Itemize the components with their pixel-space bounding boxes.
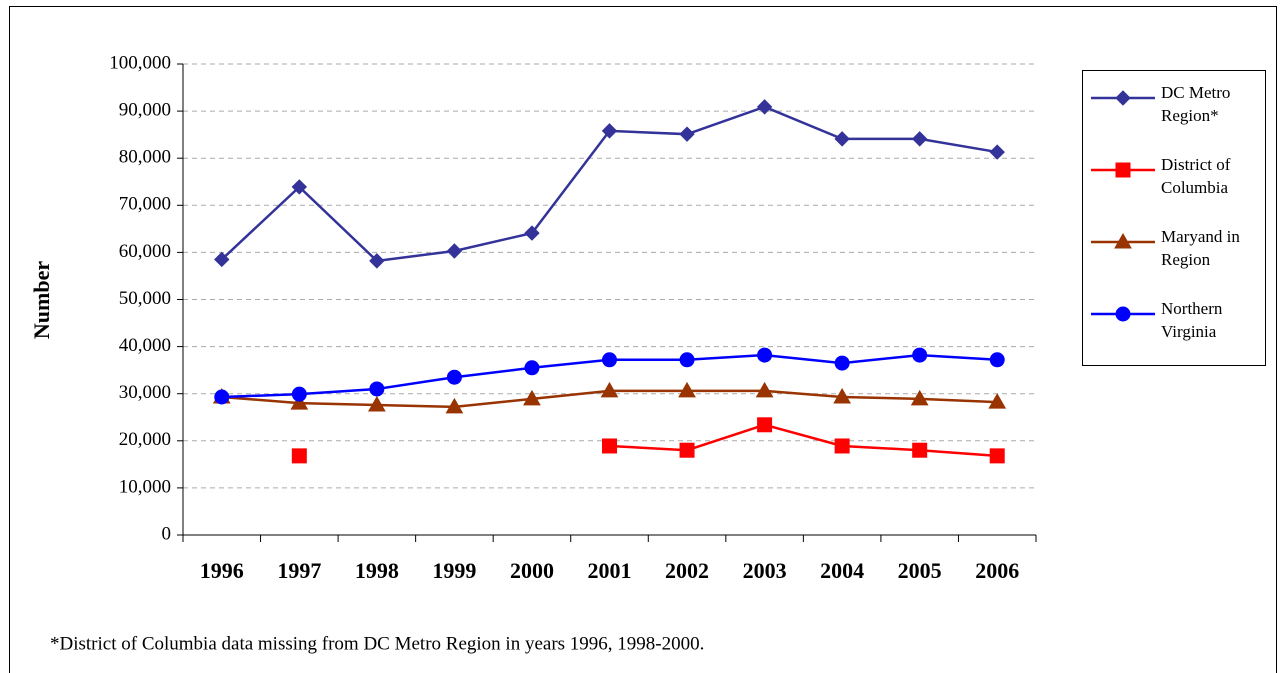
- y-tick-label: 0: [162, 523, 172, 544]
- data-point: [989, 448, 1005, 464]
- data-point: [989, 352, 1005, 368]
- data-point: [369, 253, 385, 269]
- data-point: [833, 387, 851, 404]
- data-point: [912, 347, 928, 363]
- legend-swatch: [1091, 306, 1155, 322]
- legend-marker: [1115, 306, 1131, 322]
- chart-frame: [9, 6, 1277, 673]
- series-line: [609, 423, 998, 458]
- data-point: [678, 381, 696, 398]
- data-point: [757, 417, 773, 433]
- data-point: [911, 131, 928, 147]
- data-point: [679, 442, 695, 458]
- data-point: [214, 251, 230, 268]
- x-tick-label: 1996: [200, 558, 244, 583]
- data-point: [600, 381, 619, 398]
- y-tick-label: 60,000: [119, 241, 171, 262]
- y-tick-label: 40,000: [119, 335, 171, 356]
- data-point: [524, 225, 540, 241]
- data-point: [988, 393, 1007, 409]
- data-point: [834, 131, 850, 147]
- data-point: [523, 389, 541, 406]
- legend-marker: [1115, 162, 1131, 178]
- x-tick-label: 2001: [588, 558, 632, 583]
- y-tick-label: 100,000: [109, 52, 171, 73]
- x-tick-label: 1999: [432, 558, 476, 583]
- x-tick-label: 2006: [975, 558, 1019, 583]
- x-tick-label: 2002: [665, 558, 709, 583]
- legend-item: District of Columbia: [1083, 153, 1267, 213]
- x-tick-label: 2003: [743, 558, 787, 583]
- data-point: [369, 381, 385, 397]
- legend-label: Northern Virginia: [1161, 299, 1223, 341]
- legend-item: Northern Virginia: [1083, 297, 1267, 357]
- data-point: [368, 395, 386, 412]
- legend-label: Maryand in Region: [1161, 227, 1240, 269]
- y-axis-label: Number: [29, 261, 54, 339]
- data-point: [757, 347, 773, 363]
- y-tick-label: 70,000: [119, 194, 171, 215]
- legend-label: DC Metro Region*: [1161, 83, 1231, 125]
- data-point: [602, 352, 617, 368]
- footnote: *District of Columbia data missing from …: [50, 633, 704, 654]
- x-tick-label: 2000: [510, 558, 554, 583]
- data-point: [989, 144, 1005, 160]
- data-point: [291, 386, 307, 402]
- y-tick-label: 80,000: [119, 147, 171, 168]
- data-point: [446, 369, 462, 385]
- x-tick-label: 1997: [277, 558, 321, 583]
- data-point: [445, 397, 464, 414]
- data-point: [524, 360, 540, 376]
- y-tick-label: 10,000: [119, 476, 171, 497]
- y-tick-label: 30,000: [119, 382, 171, 403]
- data-point: [912, 442, 928, 458]
- y-tick-label: 90,000: [119, 99, 171, 120]
- legend-label: District of Columbia: [1161, 155, 1231, 197]
- data-point: [290, 394, 309, 410]
- data-point: [910, 389, 929, 406]
- data-point: [755, 381, 774, 398]
- x-tick-label: 1998: [355, 558, 399, 583]
- y-tick-label: 50,000: [119, 288, 171, 309]
- x-tick-label: 2005: [898, 558, 942, 583]
- data-point: [834, 355, 850, 371]
- data-point: [291, 179, 308, 195]
- legend: DC Metro Region* District of Columbia Mary…: [1082, 70, 1266, 366]
- legend-item: Maryand in Region: [1083, 225, 1267, 285]
- data-point: [446, 243, 463, 259]
- data-point: [214, 389, 230, 405]
- legend-marker: [1114, 232, 1132, 249]
- legend-marker: [1115, 90, 1131, 106]
- data-point: [601, 123, 618, 139]
- x-tick-label: 2004: [820, 558, 864, 583]
- data-point: [602, 438, 617, 454]
- data-point: [679, 352, 695, 368]
- y-tick-label: 20,000: [119, 429, 171, 450]
- data-point: [834, 438, 850, 454]
- data-point: [291, 448, 307, 464]
- data-point: [756, 99, 773, 115]
- data-point: [679, 126, 695, 142]
- legend-item: DC Metro Region*: [1083, 81, 1267, 141]
- legend-swatch: [1091, 162, 1155, 178]
- legend-swatch: [1091, 90, 1155, 106]
- legend-swatch: [1091, 232, 1155, 249]
